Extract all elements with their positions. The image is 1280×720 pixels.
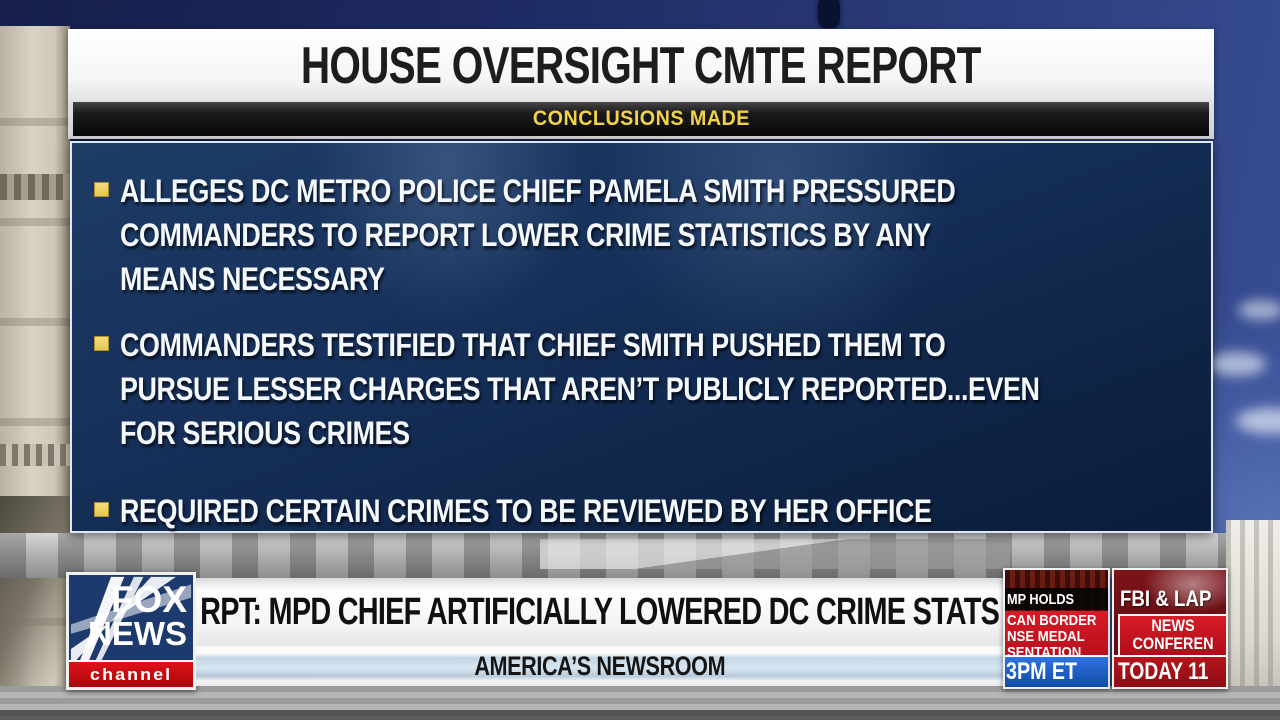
- cloud: [1236, 408, 1280, 434]
- promo-time: TODAY 11: [1118, 658, 1209, 685]
- cloud: [1208, 352, 1266, 376]
- fox-news-channel-logo: FOX NEWS channel: [66, 572, 196, 690]
- bullet-square-icon: [94, 182, 109, 197]
- capitol-building-left-background: [0, 26, 70, 720]
- promo-box-trump-event: MP HOLDS CAN BORDER NSE MEDAL SENTATION …: [1003, 568, 1110, 689]
- chyron-headline: RPT: MPD CHIEF ARTIFICIALLY LOWERED DC C…: [200, 590, 1000, 633]
- promo-time-bar: TODAY 11: [1114, 655, 1226, 687]
- promo-time-bar: 3PM ET: [1005, 655, 1108, 687]
- promo-box-fbi-conference: FBI & LAP NEWS CONFEREN TODAY 11: [1112, 568, 1228, 689]
- capitol-statue-silhouette: [818, 0, 840, 28]
- promo-header: MP HOLDS: [1007, 590, 1075, 608]
- fox-wordmark: FOX: [110, 579, 187, 620]
- promo-line: CONFEREN: [1132, 634, 1214, 653]
- searchlight-beams-icon: [70, 576, 192, 686]
- bullet-text: COMMANDERS TESTIFIED THAT CHIEF SMITH PU…: [120, 327, 1040, 451]
- banner-subtitle: CONCLUSIONS MADE: [532, 107, 750, 130]
- promo-time: 3PM ET: [1006, 658, 1078, 685]
- bullet-item: REQUIRED CERTAIN CRIMES TO BE REVIEWED B…: [94, 489, 1191, 533]
- capitol-cornice: [0, 174, 70, 200]
- bullet-text: REQUIRED CERTAIN CRIMES TO BE REVIEWED B…: [120, 493, 932, 529]
- report-bullet-panel: ALLEGES DC METRO POLICE CHIEF PAMELA SMI…: [70, 141, 1213, 533]
- capitol-midground-background: [0, 533, 1280, 578]
- capitol-balustrade: [0, 444, 70, 466]
- promo-header-bar: FBI & LAP: [1114, 586, 1226, 612]
- promo-header: FBI & LAP: [1120, 586, 1212, 611]
- promo-line: CAN BORDER: [1007, 612, 1097, 629]
- show-name-bar: AMERICA’S NEWSROOM: [196, 646, 1003, 686]
- channel-banner: channel: [69, 660, 193, 687]
- banner-subtitle-bar: CONCLUSIONS MADE: [73, 102, 1209, 136]
- capitol-roofline: [540, 539, 1010, 569]
- capitol-steps-shadow: [0, 710, 1280, 720]
- bullet-item: COMMANDERS TESTIFIED THAT CHIEF SMITH PU…: [94, 323, 1191, 455]
- capitol-steps-background: [0, 686, 1280, 720]
- promo-line: NSE MEDAL: [1007, 628, 1085, 645]
- bullet-square-icon: [94, 502, 109, 517]
- bullet-item: ALLEGES DC METRO POLICE CHIEF PAMELA SMI…: [94, 169, 1191, 301]
- banner-title-bar: HOUSE OVERSIGHT CMTE REPORT: [68, 29, 1214, 102]
- channel-label: channel: [89, 664, 173, 684]
- topic-banner: HOUSE OVERSIGHT CMTE REPORT CONCLUSIONS …: [68, 29, 1214, 139]
- promo-header-bar: MP HOLDS: [1005, 588, 1108, 610]
- show-name: AMERICA’S NEWSROOM: [474, 650, 725, 681]
- bullet-square-icon: [94, 336, 109, 351]
- news-wordmark: NEWS: [88, 615, 187, 652]
- cloud: [1238, 300, 1280, 320]
- banner-title: HOUSE OVERSIGHT CMTE REPORT: [301, 36, 982, 95]
- chyron-headline-bar: RPT: MPD CHIEF ARTIFICIALLY LOWERED DC C…: [196, 578, 1003, 646]
- promo-description-block: NEWS CONFEREN: [1118, 614, 1226, 657]
- fox-logo-text: FOX NEWS: [88, 579, 187, 652]
- promo-line: NEWS: [1151, 616, 1195, 635]
- bullet-text: ALLEGES DC METRO POLICE CHIEF PAMELA SMI…: [120, 173, 956, 297]
